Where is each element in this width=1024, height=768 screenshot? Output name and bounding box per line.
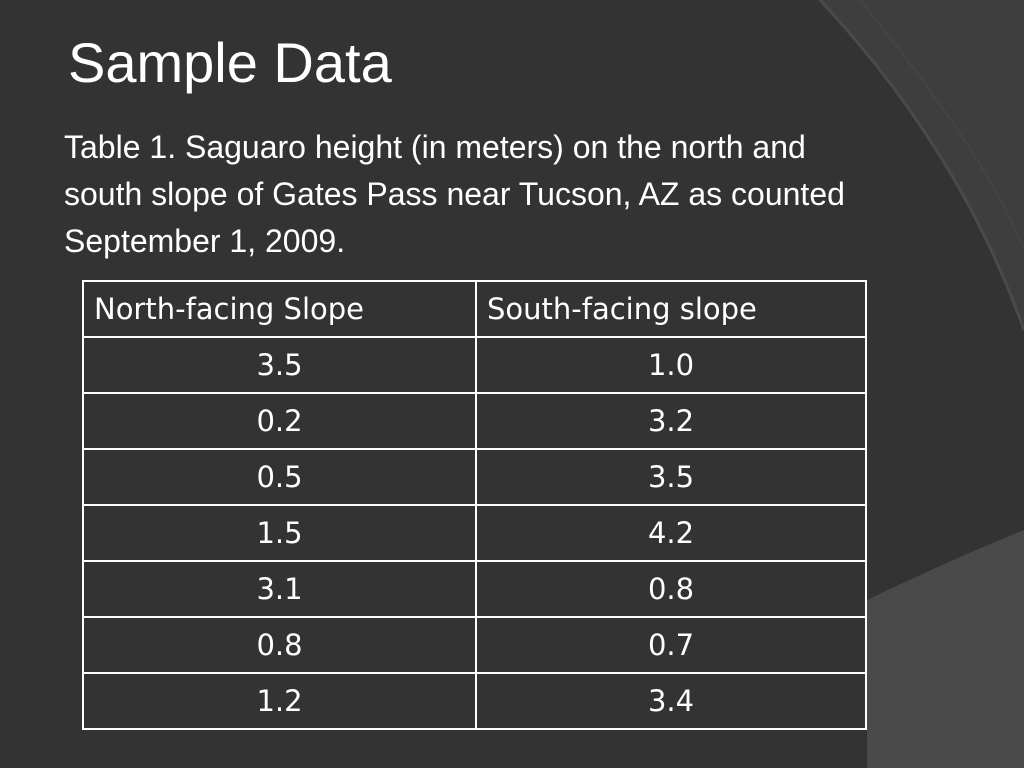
table-cell: 0.7 — [475, 616, 867, 674]
table-row: 0.2 3.2 — [82, 392, 867, 450]
table-row: 0.8 0.7 — [82, 616, 867, 674]
table-cell: 0.8 — [82, 616, 477, 674]
table-cell: 4.2 — [475, 504, 867, 562]
table-cell: 1.2 — [82, 672, 477, 730]
arc-line — [859, 0, 1024, 251]
table-row: 3.5 1.0 — [82, 336, 867, 394]
arc-shape — [867, 530, 1024, 768]
column-header: North-facing Slope — [82, 280, 477, 338]
arc-line — [818, 0, 1024, 331]
slide-title: Sample Data — [68, 31, 392, 94]
table-cell: 1.5 — [82, 504, 477, 562]
table-cell: 3.1 — [82, 560, 477, 618]
table-cell: 3.4 — [475, 672, 867, 730]
table-cell: 0.8 — [475, 560, 867, 618]
table-cell: 1.0 — [475, 336, 867, 394]
table-row: 3.1 0.8 — [82, 560, 867, 618]
arc-shape — [820, 0, 1024, 330]
table-caption: Table 1. Saguaro height (in meters) on t… — [64, 129, 845, 259]
table-cell: 3.5 — [475, 448, 867, 506]
table-cell: 3.5 — [82, 336, 477, 394]
table-cell: 0.5 — [82, 448, 477, 506]
table-row: 1.5 4.2 — [82, 504, 867, 562]
header-row: North-facing Slope South-facing slope — [82, 280, 867, 338]
table-row: 1.2 3.4 — [82, 672, 867, 730]
table-cell: 0.2 — [82, 392, 477, 450]
table-row: 0.5 3.5 — [82, 448, 867, 506]
column-header: South-facing slope — [475, 280, 867, 338]
table-body: 3.5 1.0 0.2 3.2 0.5 3.5 1.5 4.2 3.1 0.8 0.8 0.7 1.2 3… — [82, 336, 867, 730]
table-cell: 3.2 — [475, 392, 867, 450]
data-table: North-facing Slope South-facing slope 3.5… — [82, 280, 867, 730]
